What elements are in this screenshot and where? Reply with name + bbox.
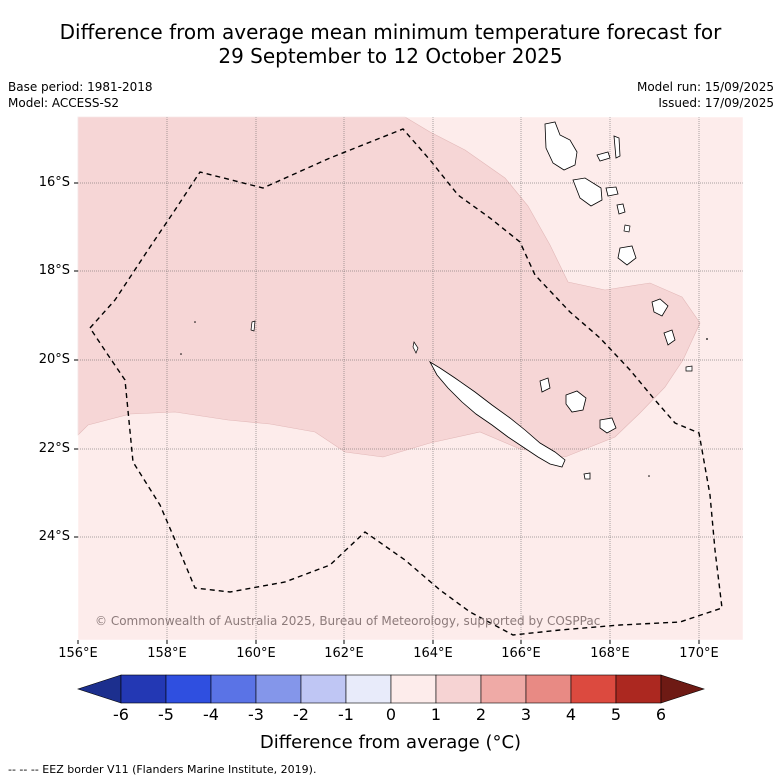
colorbar-bin-8	[435, 674, 482, 704]
eez-legend-note: -- -- -- EEZ border V11 (Flanders Marine…	[8, 763, 317, 776]
lon-label-160e: 160°E	[236, 646, 276, 661]
lon-label-166e: 166°E	[501, 646, 541, 661]
copyright-text: © Commonwealth of Australia 2025, Bureau…	[95, 614, 601, 628]
anomaly-region-1-2	[77, 116, 701, 458]
new-caledonia-mainland	[428, 360, 566, 468]
maewo-island	[613, 135, 621, 159]
cb-tick-6: 6	[655, 705, 667, 724]
title-line-1: Difference from average mean minimum tem…	[59, 20, 722, 44]
colorbar-bin-5	[300, 674, 347, 704]
espiritu-santo	[544, 121, 578, 171]
colorbar-title: Difference from average (°C)	[259, 732, 522, 753]
model-name: Model: ACCESS-S2	[8, 96, 120, 110]
axis-ticks	[74, 182, 700, 644]
epi-island	[616, 203, 626, 215]
reef-dot-2	[180, 353, 182, 355]
cb-tick-0: 0	[385, 705, 397, 724]
chart-title: Difference from average mean minimum tem…	[0, 20, 781, 68]
colorbar-bin-7	[390, 674, 437, 704]
lat-label-20s: 20°S	[38, 352, 70, 367]
lat-label-16s: 16°S	[38, 175, 70, 190]
colorbar-bin-11	[570, 674, 617, 704]
colorbar-bin-3	[210, 674, 257, 704]
colorbar-bin-2	[165, 674, 212, 704]
cb-tick-3: 3	[520, 705, 532, 724]
base-period: Base period: 1981-2018	[8, 80, 153, 94]
isle-of-pines	[583, 472, 591, 480]
lon-label-164e: 164°E	[413, 646, 453, 661]
lon-label-168e: 168°E	[590, 646, 630, 661]
lat-label-22s: 22°S	[38, 441, 70, 456]
chesterfield-islet	[250, 320, 256, 332]
colorbar-bin-12	[615, 674, 662, 704]
colorbar-bin-1	[120, 674, 167, 704]
cb-tick-m3: -3	[248, 705, 264, 724]
model-run: Model run: 15/09/2025	[636, 80, 774, 94]
belep-islands	[412, 341, 419, 354]
small-islet-east	[685, 365, 693, 372]
colorbar-extend-low	[77, 674, 122, 704]
reef-dot-1	[194, 321, 196, 323]
colorbar-bin-10	[525, 674, 572, 704]
lat-label-24s: 24°S	[38, 529, 70, 544]
cb-tick-4: 4	[565, 705, 577, 724]
graticule	[78, 117, 743, 640]
lon-label-156e: 156°E	[58, 646, 98, 661]
issued-date: Issued: 17/09/2025	[658, 96, 774, 110]
meta-left: Base period: 1981-2018 Model: ACCESS-S2	[8, 79, 153, 111]
reef-dot-3	[706, 338, 708, 340]
cb-tick-m4: -4	[203, 705, 219, 724]
map-frame	[77, 116, 744, 641]
lon-label-170e: 170°E	[679, 646, 719, 661]
ambrym-island	[605, 186, 619, 197]
cb-tick-5: 5	[610, 705, 622, 724]
cb-tick-m2: -2	[293, 705, 309, 724]
cb-tick-m5: -5	[158, 705, 174, 724]
matthew-hunter-island-2	[663, 329, 676, 346]
cb-tick-2: 2	[475, 705, 487, 724]
colorbar-bin-6	[345, 674, 392, 704]
colorbar-extend-high	[660, 674, 705, 704]
cb-tick-m6: -6	[113, 705, 129, 724]
meta-right: Model run: 15/09/2025 Issued: 17/09/2025	[637, 79, 774, 111]
cb-tick-1: 1	[430, 705, 442, 724]
lat-label-18s: 18°S	[38, 263, 70, 278]
efate-island	[617, 245, 637, 266]
colorbar	[77, 674, 705, 704]
cb-tick-m1: -1	[338, 705, 354, 724]
eez-border	[89, 128, 723, 636]
matthew-hunter-island-1	[651, 298, 669, 317]
ouvea-island	[539, 377, 551, 393]
lifou-island	[565, 390, 587, 413]
lon-label-158e: 158°E	[147, 646, 187, 661]
malakula-island	[572, 177, 603, 207]
colorbar-bin-4	[255, 674, 302, 704]
malo-island	[596, 151, 611, 162]
colorbar-bin-9	[480, 674, 527, 704]
mare-island	[599, 417, 617, 434]
lon-label-162e: 162°E	[324, 646, 364, 661]
reef-dot-4	[648, 475, 650, 477]
title-line-2: 29 September to 12 October 2025	[218, 44, 563, 68]
tanna-island-group	[623, 224, 631, 233]
